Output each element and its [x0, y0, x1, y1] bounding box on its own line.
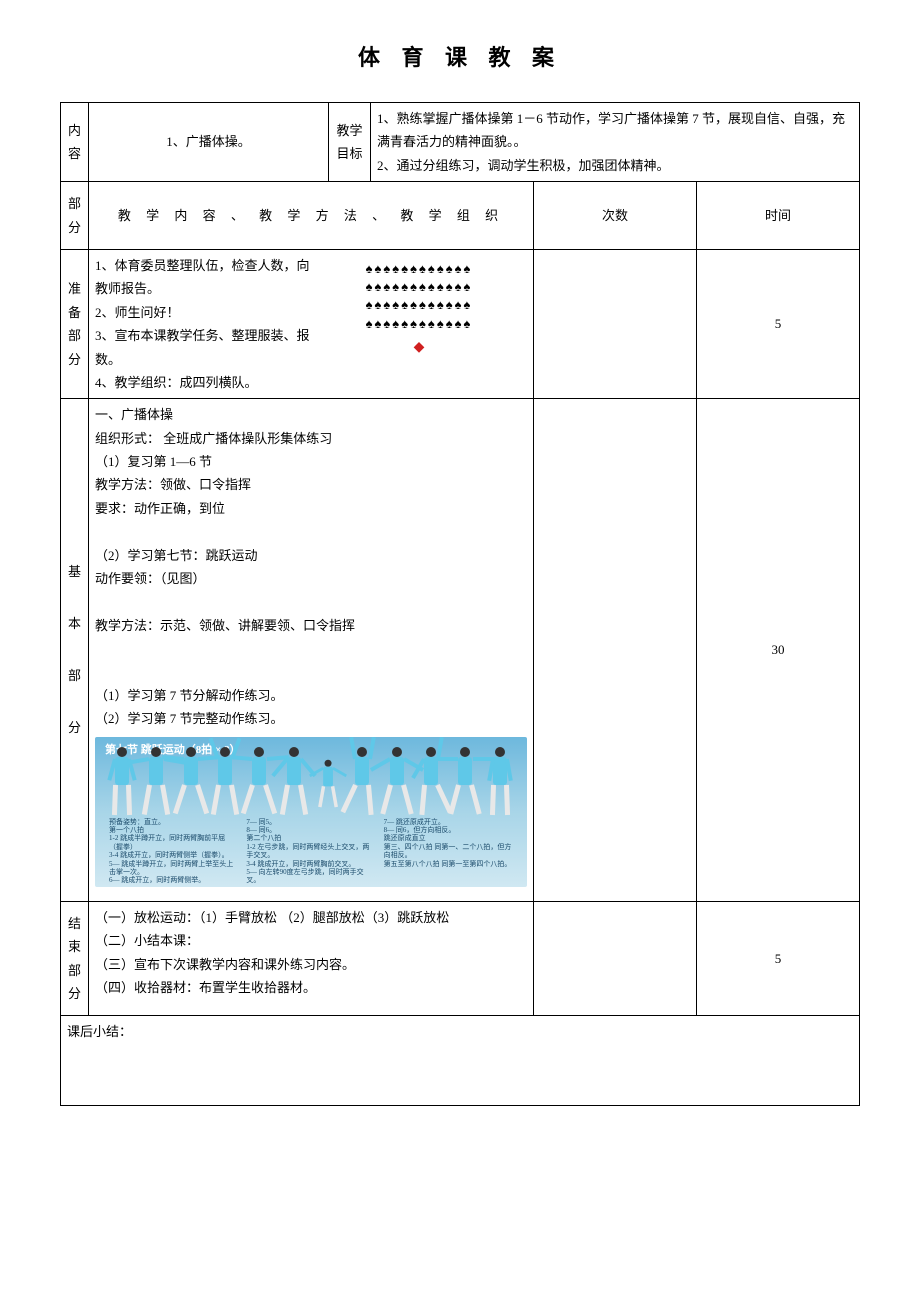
cap-r5: 第五至第八个八拍 同第一至第四个八拍。: [384, 860, 513, 868]
goal-text-cell: 1、熟练掌握广播体操第 1－6 节动作，学习广播体操第 7 节，展现自信、自强，…: [371, 103, 860, 182]
formation-row-3: ♠♠♠♠♠♠♠♠♠♠♠♠: [311, 296, 527, 314]
basic-req1: 要求：动作正确，到位: [95, 497, 527, 520]
prep-time: 5: [697, 249, 860, 398]
end-label-text: 结束部分: [63, 912, 86, 1006]
end-row: 结束部分 （一）放松运动：（1）手臂放松 （2）腿部放松（3）跳跃放松 （二）小…: [61, 901, 860, 1016]
end-count: [534, 901, 697, 1016]
col-section: 部分: [61, 182, 89, 250]
cap-r4: 第三、四个八拍 同第一、二个八拍，但方向相反。: [384, 843, 513, 860]
basic-label: 基本部分: [61, 399, 89, 901]
goal-line-2: 2、通过分组练习，调动学生积极，加强团体精神。: [377, 154, 853, 177]
prep-label-text: 准备部分: [63, 277, 86, 371]
cap-m5: 3-4 跳成开立，同时两臂胸前交叉。: [246, 860, 375, 868]
col-time: 时间: [697, 182, 860, 250]
prep-text-block: 1、体育委员整理队伍，检查人数，向教师报告。 2、师生问好！ 3、宣布本课教学任…: [95, 254, 311, 394]
basic-content-cell: 一、广播体操 组织形式： 全班成广播体操队形集体练习 （1）复习第 1—6 节 …: [89, 399, 534, 901]
basic-heading: 一、广播体操: [95, 403, 527, 426]
teacher-diamond-icon: ◆: [311, 337, 527, 357]
content-text-cell: 1、广播体操。: [89, 103, 329, 182]
prep-content-cell: 1、体育委员整理队伍，检查人数，向教师报告。 2、师生问好！ 3、宣布本课教学任…: [89, 249, 534, 398]
prep-line-4: 4、教学组织：成四列横队。: [95, 371, 311, 394]
prep-line-3: 3、宣布本课教学任务、整理服装、报数。: [95, 324, 311, 371]
basic-s2: （2）学习第 7 节完整动作练习。: [95, 707, 527, 730]
cap-m6: 5— 向左转90度左弓步跳，同时两手交叉。: [246, 868, 375, 885]
caption-left: 预备姿势：直立。 第一个八拍 1-2 跳成半蹲开立，同时两臂胸前平屈（握拳） 3…: [105, 818, 242, 885]
basic-label-text: 基本部分: [63, 546, 86, 754]
col-section-text: 部分: [63, 192, 86, 239]
end-label: 结束部分: [61, 901, 89, 1016]
basic-method1: 教学方法：领做、口令指挥: [95, 473, 527, 496]
formation-diagram: ♠♠♠♠♠♠♠♠♠♠♠♠ ♠♠♠♠♠♠♠♠♠♠♠♠ ♠♠♠♠♠♠♠♠♠♠♠♠ ♠…: [311, 254, 527, 394]
col-content: 教 学 内 容 、 教 学 方 法 、 教 学 组 织: [89, 182, 534, 250]
summary-row: 课后小结：: [61, 1016, 860, 1106]
basic-p2: （2）学习第七节：跳跃运动: [95, 544, 527, 567]
cap-l4: 3-4 跳成开立，同时两臂侧举（握拳）。: [109, 851, 238, 859]
summary-cell: 课后小结：: [61, 1016, 860, 1106]
caption-right: 7— 跳还原成开立。 8— 同6，但方向相反。 跳还原成直立 第三、四个八拍 同…: [380, 818, 517, 885]
basic-org: 组织形式： 全班成广播体操队形集体练习: [95, 427, 527, 450]
formation-row-1: ♠♠♠♠♠♠♠♠♠♠♠♠: [311, 260, 527, 278]
basic-s1: （1）学习第 7 节分解动作练习。: [95, 684, 527, 707]
lesson-plan-table: 内容 1、广播体操。 教学目标 1、熟练掌握广播体操第 1－6 节动作，学习广播…: [60, 102, 860, 1106]
end-content-cell: （一）放松运动：（1）手臂放松 （2）腿部放松（3）跳跃放松 （二）小结本课： …: [89, 901, 534, 1016]
basic-row: 基本部分 一、广播体操 组织形式： 全班成广播体操队形集体练习 （1）复习第 1…: [61, 399, 860, 901]
end-line-3: （三）宣布下次课教学内容和课外练习内容。: [95, 953, 527, 976]
content-label: 内容: [68, 123, 81, 161]
summary-label: 课后小结：: [67, 1024, 132, 1039]
formation-row-4: ♠♠♠♠♠♠♠♠♠♠♠♠: [311, 315, 527, 333]
basic-p1: （1）复习第 1—6 节: [95, 450, 527, 473]
end-line-1: （一）放松运动：（1）手臂放松 （2）腿部放松（3）跳跃放松: [95, 906, 527, 929]
cap-m4: 1-2 左弓步跳，同时两臂经头上交叉，两手交叉。: [246, 843, 375, 860]
caption-mid: 7— 同5。 8— 同6。 第二个八拍 1-2 左弓步跳，同时两臂经头上交叉，两…: [242, 818, 379, 885]
cap-m3: 第二个八拍: [246, 834, 375, 842]
header-row: 内容 1、广播体操。 教学目标 1、熟练掌握广播体操第 1－6 节动作，学习广播…: [61, 103, 860, 182]
basic-count: [534, 399, 697, 901]
page-title: 体 育 课 教 案: [60, 40, 860, 72]
col-count-text: 次数: [602, 208, 628, 223]
basic-action: 动作要领：（见图）: [95, 567, 527, 590]
end-line-2: （二）小结本课：: [95, 929, 527, 952]
prep-line-1: 1、体育委员整理队伍，检查人数，向教师报告。: [95, 254, 311, 301]
diagram-caption: 预备姿势：直立。 第一个八拍 1-2 跳成半蹲开立，同时两臂胸前平屈（握拳） 3…: [95, 818, 527, 885]
figure-7: [316, 760, 340, 820]
end-time: 5: [697, 901, 860, 1016]
prep-label: 准备部分: [61, 249, 89, 398]
goal-label-cell: 教学目标: [329, 103, 371, 182]
content-label-cell: 内容: [61, 103, 89, 182]
cap-r1: 7— 跳还原成开立。: [384, 818, 513, 826]
goal-line-1: 1、熟练掌握广播体操第 1－6 节动作，学习广播体操第 7 节，展现自信、自强，…: [377, 107, 853, 154]
cap-r3: 跳还原成直立: [384, 834, 513, 842]
basic-method2: 教学方法：示范、领做、讲解要领、口令指挥: [95, 614, 527, 637]
column-header-row: 部分 教 学 内 容 、 教 学 方 法 、 教 学 组 织 次数 时间: [61, 182, 860, 250]
content-text: 1、广播体操。: [166, 134, 251, 149]
goal-label: 教学目标: [336, 123, 362, 161]
end-line-4: （四）收拾器材：布置学生收拾器材。: [95, 976, 527, 999]
col-content-text: 教 学 内 容 、 教 学 方 法 、 教 学 组 织: [118, 208, 504, 223]
exercise-diagram: 第七节 跳跃运动（8拍 × 8） 预: [95, 737, 527, 887]
col-time-text: 时间: [765, 208, 791, 223]
cap-l6: 6— 跳成开立，同时两臂侧举。: [109, 876, 238, 884]
col-count: 次数: [534, 182, 697, 250]
cap-l5: 5— 跳成半蹲开立，同时两臂上举至头上击掌一次。: [109, 860, 238, 877]
prep-line-2: 2、师生问好！: [95, 301, 311, 324]
basic-time: 30: [697, 399, 860, 901]
cap-l3: 1-2 跳成半蹲开立，同时两臂胸前平屈（握拳）: [109, 834, 238, 851]
prep-row: 准备部分 1、体育委员整理队伍，检查人数，向教师报告。 2、师生问好！ 3、宣布…: [61, 249, 860, 398]
cap-l1: 预备姿势：直立。: [109, 818, 238, 826]
cap-m1: 7— 同5。: [246, 818, 375, 826]
prep-count: [534, 249, 697, 398]
formation-row-2: ♠♠♠♠♠♠♠♠♠♠♠♠: [311, 278, 527, 296]
